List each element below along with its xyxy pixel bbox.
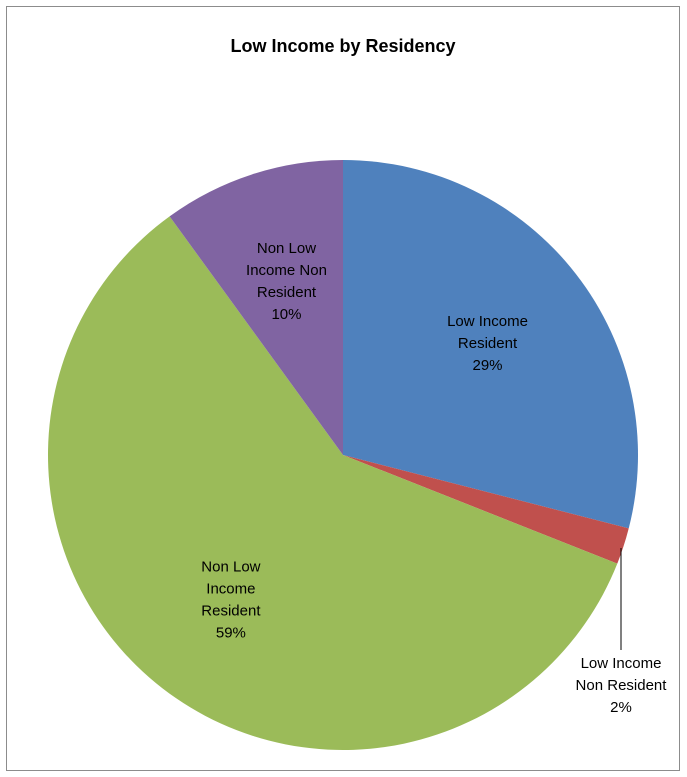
slice-label-line: Income Non bbox=[246, 262, 327, 279]
slice-label-line: Low Income bbox=[447, 313, 528, 330]
chart-title: Low Income by Residency bbox=[230, 36, 455, 56]
slice-percent: 2% bbox=[610, 699, 632, 716]
slice-percent: 10% bbox=[271, 306, 301, 323]
slice-label: Low Income Resident 29% bbox=[447, 313, 528, 374]
slice-label-line: Resident bbox=[201, 603, 261, 620]
slice-percent: 59% bbox=[216, 625, 246, 642]
slice-label-line: Non Resident bbox=[576, 677, 668, 694]
slice-percent: 29% bbox=[473, 357, 503, 374]
pie-slice bbox=[47, 216, 618, 750]
slice-label-line: Low Income bbox=[581, 655, 662, 672]
slice-labels: Low Income Resident 29% Low Income Non Resid… bbox=[201, 240, 667, 716]
slice-label-line: Non Low bbox=[257, 240, 316, 257]
pie-slice bbox=[169, 160, 343, 455]
slice-label-line: Non Low bbox=[201, 559, 260, 576]
pie-slices bbox=[47, 160, 638, 750]
pie-slice bbox=[343, 455, 629, 564]
pie-slice bbox=[343, 160, 638, 529]
slice-label-line: Resident bbox=[458, 335, 518, 352]
slice-label-line: Resident bbox=[257, 284, 317, 301]
slice-label: Low Income Non Resident 2% bbox=[576, 655, 668, 716]
slice-label: Non Low Income Non Resident 10% bbox=[246, 240, 327, 323]
slice-label: Non Low Income Resident 59% bbox=[201, 559, 261, 642]
slice-label-line: Income bbox=[206, 581, 255, 598]
